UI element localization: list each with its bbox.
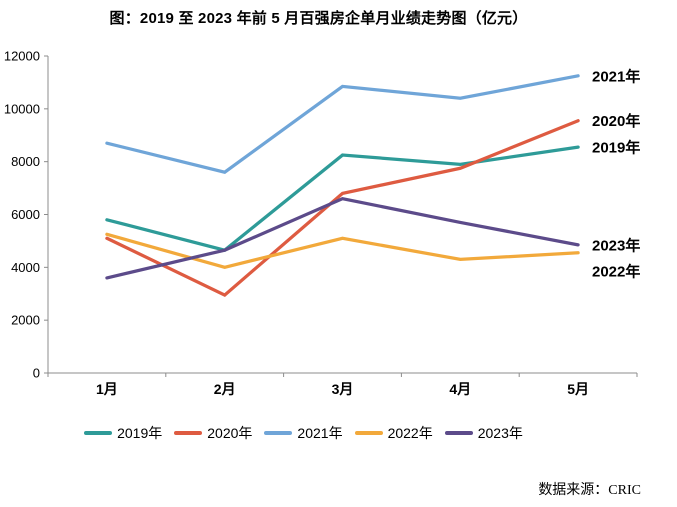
legend-item-2019年: 2019年 [84, 423, 162, 443]
legend-item-2020年: 2020年 [174, 423, 252, 443]
x-axis-tick-label: 1月 [96, 381, 118, 397]
legend-swatch-icon [264, 431, 293, 435]
x-axis-tick-label: 2月 [214, 381, 236, 397]
legend-swatch-icon [354, 431, 383, 435]
legend-swatch-icon [444, 431, 473, 435]
legend-label: 2023年 [477, 425, 523, 441]
series-line-2022年 [105, 232, 580, 270]
y-axis-tick-label: 6000 [11, 207, 40, 222]
series-end-label-2022年: 2022年 [592, 262, 640, 280]
y-axis-tick-label: 12000 [4, 49, 40, 64]
y-axis-tick-label: 2000 [11, 313, 40, 328]
y-axis-tick-label: 4000 [11, 260, 40, 275]
legend-label: 2022年 [387, 425, 433, 441]
legend-item-2023年: 2023年 [444, 423, 523, 443]
series-line-2023年 [105, 196, 580, 280]
legend-label: 2019年 [117, 425, 163, 441]
y-axis-tick-label: 8000 [11, 154, 40, 169]
y-axis-tick-label: 0 [33, 366, 40, 381]
series-line-2020年 [105, 119, 580, 297]
axis-lines [47, 56, 637, 374]
legend-swatch-icon [84, 431, 113, 435]
chart-title: 图：2019 至 2023 年前 5 月百强房企单月业绩走势图（亿元） [109, 10, 528, 27]
series-end-label-2023年: 2023年 [592, 236, 640, 254]
series-end-label-2019年: 2019年 [592, 139, 640, 157]
legend-label: 2020年 [207, 425, 253, 441]
series-end-label-2021年: 2021年 [592, 67, 640, 85]
x-axis-tick-label: 3月 [332, 381, 354, 397]
legend-item-2022年: 2022年 [354, 423, 433, 443]
legend: 2019年 2020年 2021年 2022年 2023年 [0, 423, 677, 443]
series-line-2021年 [105, 74, 580, 174]
line-chart-plot: 0 2000 4000 6000 8000 10000 12000 1月 2月 3月 4月 5月 202… [4, 49, 641, 398]
x-axis-tick-label: 4月 [449, 381, 471, 397]
data-source: 数据来源：CRIC [538, 483, 641, 498]
legend-item-2021年: 2021年 [264, 423, 343, 443]
series-end-label-2020年: 2020年 [592, 112, 640, 130]
y-axis-tick-label: 10000 [4, 101, 40, 116]
legend-label: 2021年 [297, 425, 343, 441]
series-line-2019年 [105, 145, 580, 252]
x-axis-tick-label: 5月 [567, 381, 589, 397]
legend-swatch-icon [174, 431, 203, 435]
